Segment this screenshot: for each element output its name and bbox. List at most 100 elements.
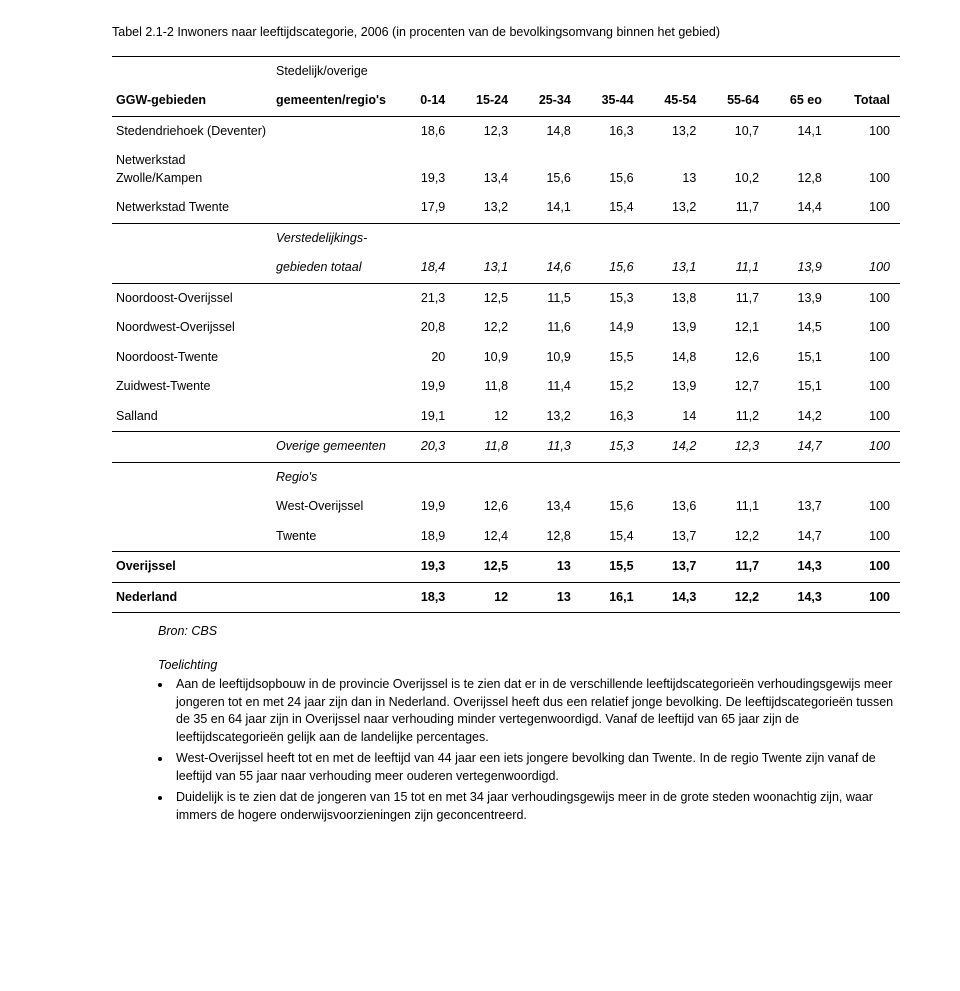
row-label: gebieden totaal xyxy=(272,253,402,283)
table-row: Twente18,912,412,815,413,712,214,7100 xyxy=(112,522,900,552)
row-label: Regio's xyxy=(272,462,402,492)
table-cell: 14 xyxy=(644,402,707,432)
table-cell: 14,4 xyxy=(769,193,832,223)
table-cell: 16,1 xyxy=(581,582,644,613)
table-row: Regio's xyxy=(112,462,900,492)
table-cell: 14,3 xyxy=(644,582,707,613)
table-cell: 13 xyxy=(518,582,581,613)
table-cell: 15,5 xyxy=(581,552,644,583)
table-cell: 12,8 xyxy=(769,146,832,193)
table-cell: 20 xyxy=(402,343,455,373)
table-cell: 100 xyxy=(832,522,900,552)
table-cell: 100 xyxy=(832,193,900,223)
table-cell: 11,7 xyxy=(706,552,769,583)
col-0-14: 0-14 xyxy=(402,86,455,116)
table-row: Stedendriehoek (Deventer)18,612,314,816,… xyxy=(112,116,900,146)
row-ggw: Stedendriehoek (Deventer) xyxy=(112,116,272,146)
col-15-24: 15-24 xyxy=(455,86,518,116)
table-cell: 13 xyxy=(518,552,581,583)
table-cell: 100 xyxy=(832,492,900,522)
table-cell: 20,3 xyxy=(402,432,455,463)
row-ggw xyxy=(112,492,272,522)
row-ggw xyxy=(112,432,272,463)
table-cell: 100 xyxy=(832,552,900,583)
note-item: Duidelijk is te zien dat de jongeren van… xyxy=(172,789,900,824)
table-cell: 15,4 xyxy=(581,522,644,552)
row-ggw xyxy=(112,522,272,552)
row-ggw xyxy=(112,223,272,253)
table-cell: 11,3 xyxy=(518,432,581,463)
row-ggw xyxy=(112,253,272,283)
table-cell: 12,2 xyxy=(706,522,769,552)
table-row: West-Overijssel19,912,613,415,613,611,11… xyxy=(112,492,900,522)
table-cell: 100 xyxy=(832,343,900,373)
row-label xyxy=(272,193,402,223)
table-cell: 14,8 xyxy=(644,343,707,373)
col-ggw-header xyxy=(112,56,272,86)
table-cell: 11,1 xyxy=(706,492,769,522)
table-cell: 19,1 xyxy=(402,402,455,432)
col-35-44: 35-44 xyxy=(581,86,644,116)
table-cell: 12,5 xyxy=(455,552,518,583)
table-row: Salland19,11213,216,31411,214,2100 xyxy=(112,402,900,432)
col-sub-bottom: gemeenten/regio's xyxy=(272,86,402,116)
row-label: Overige gemeenten xyxy=(272,432,402,463)
table-cell: 13,7 xyxy=(644,522,707,552)
table-cell: 14,2 xyxy=(644,432,707,463)
data-table: Stedelijk/overige GGW-gebieden gemeenten… xyxy=(112,56,900,614)
table-cell: 13,9 xyxy=(769,283,832,313)
table-cell: 13,1 xyxy=(644,253,707,283)
row-label: Twente xyxy=(272,522,402,552)
table-cell: 12,6 xyxy=(455,492,518,522)
table-cell: 15,6 xyxy=(581,146,644,193)
table-cell: 12 xyxy=(455,402,518,432)
table-cell: 15,2 xyxy=(581,372,644,402)
row-ggw: Overijssel xyxy=(112,552,272,583)
table-cell: 100 xyxy=(832,432,900,463)
table-cell: 15,1 xyxy=(769,343,832,373)
table-cell: 11,2 xyxy=(706,402,769,432)
table-cell: 16,3 xyxy=(581,402,644,432)
table-cell: 12 xyxy=(455,582,518,613)
table-cell: 13,4 xyxy=(518,492,581,522)
row-ggw: Salland xyxy=(112,402,272,432)
row-ggw: Noordwest-Overijssel xyxy=(112,313,272,343)
table-cell: 14,3 xyxy=(769,552,832,583)
col-45-54: 45-54 xyxy=(644,86,707,116)
table-cell: 11,6 xyxy=(518,313,581,343)
table-cell: 10,2 xyxy=(706,146,769,193)
table-cell: 14,5 xyxy=(769,313,832,343)
table-cell: 13,2 xyxy=(644,116,707,146)
table-cell: 11,7 xyxy=(706,283,769,313)
table-cell: 13,9 xyxy=(769,253,832,283)
table-row: Noordoost-Twente2010,910,915,514,812,615… xyxy=(112,343,900,373)
table-cell xyxy=(402,223,900,253)
table-cell: 19,9 xyxy=(402,492,455,522)
table-cell: 14,6 xyxy=(518,253,581,283)
table-cell: 19,3 xyxy=(402,552,455,583)
table-cell: 15,3 xyxy=(581,432,644,463)
table-cell: 13,2 xyxy=(455,193,518,223)
row-label xyxy=(272,552,402,583)
table-cell: 13,7 xyxy=(644,552,707,583)
table-cell: 19,3 xyxy=(402,146,455,193)
row-ggw: Noordoost-Twente xyxy=(112,343,272,373)
table-cell: 15,6 xyxy=(581,253,644,283)
table-cell: 13,6 xyxy=(644,492,707,522)
table-cell: 13 xyxy=(644,146,707,193)
table-cell: 15,4 xyxy=(581,193,644,223)
table-cell: 15,1 xyxy=(769,372,832,402)
table-cell: 13,2 xyxy=(518,402,581,432)
source-line: Bron: CBS xyxy=(158,623,900,641)
row-ggw: Zuidwest-Twente xyxy=(112,372,272,402)
table-cell: 11,1 xyxy=(706,253,769,283)
table-cell: 13,7 xyxy=(769,492,832,522)
row-label xyxy=(272,146,402,193)
row-ggw: Noordoost-Overijssel xyxy=(112,283,272,313)
row-label xyxy=(272,313,402,343)
table-cell: 18,3 xyxy=(402,582,455,613)
row-ggw: Netwerkstad Zwolle/Kampen xyxy=(112,146,272,193)
table-cell: 10,9 xyxy=(518,343,581,373)
table-cell: 100 xyxy=(832,313,900,343)
table-cell: 12,5 xyxy=(455,283,518,313)
